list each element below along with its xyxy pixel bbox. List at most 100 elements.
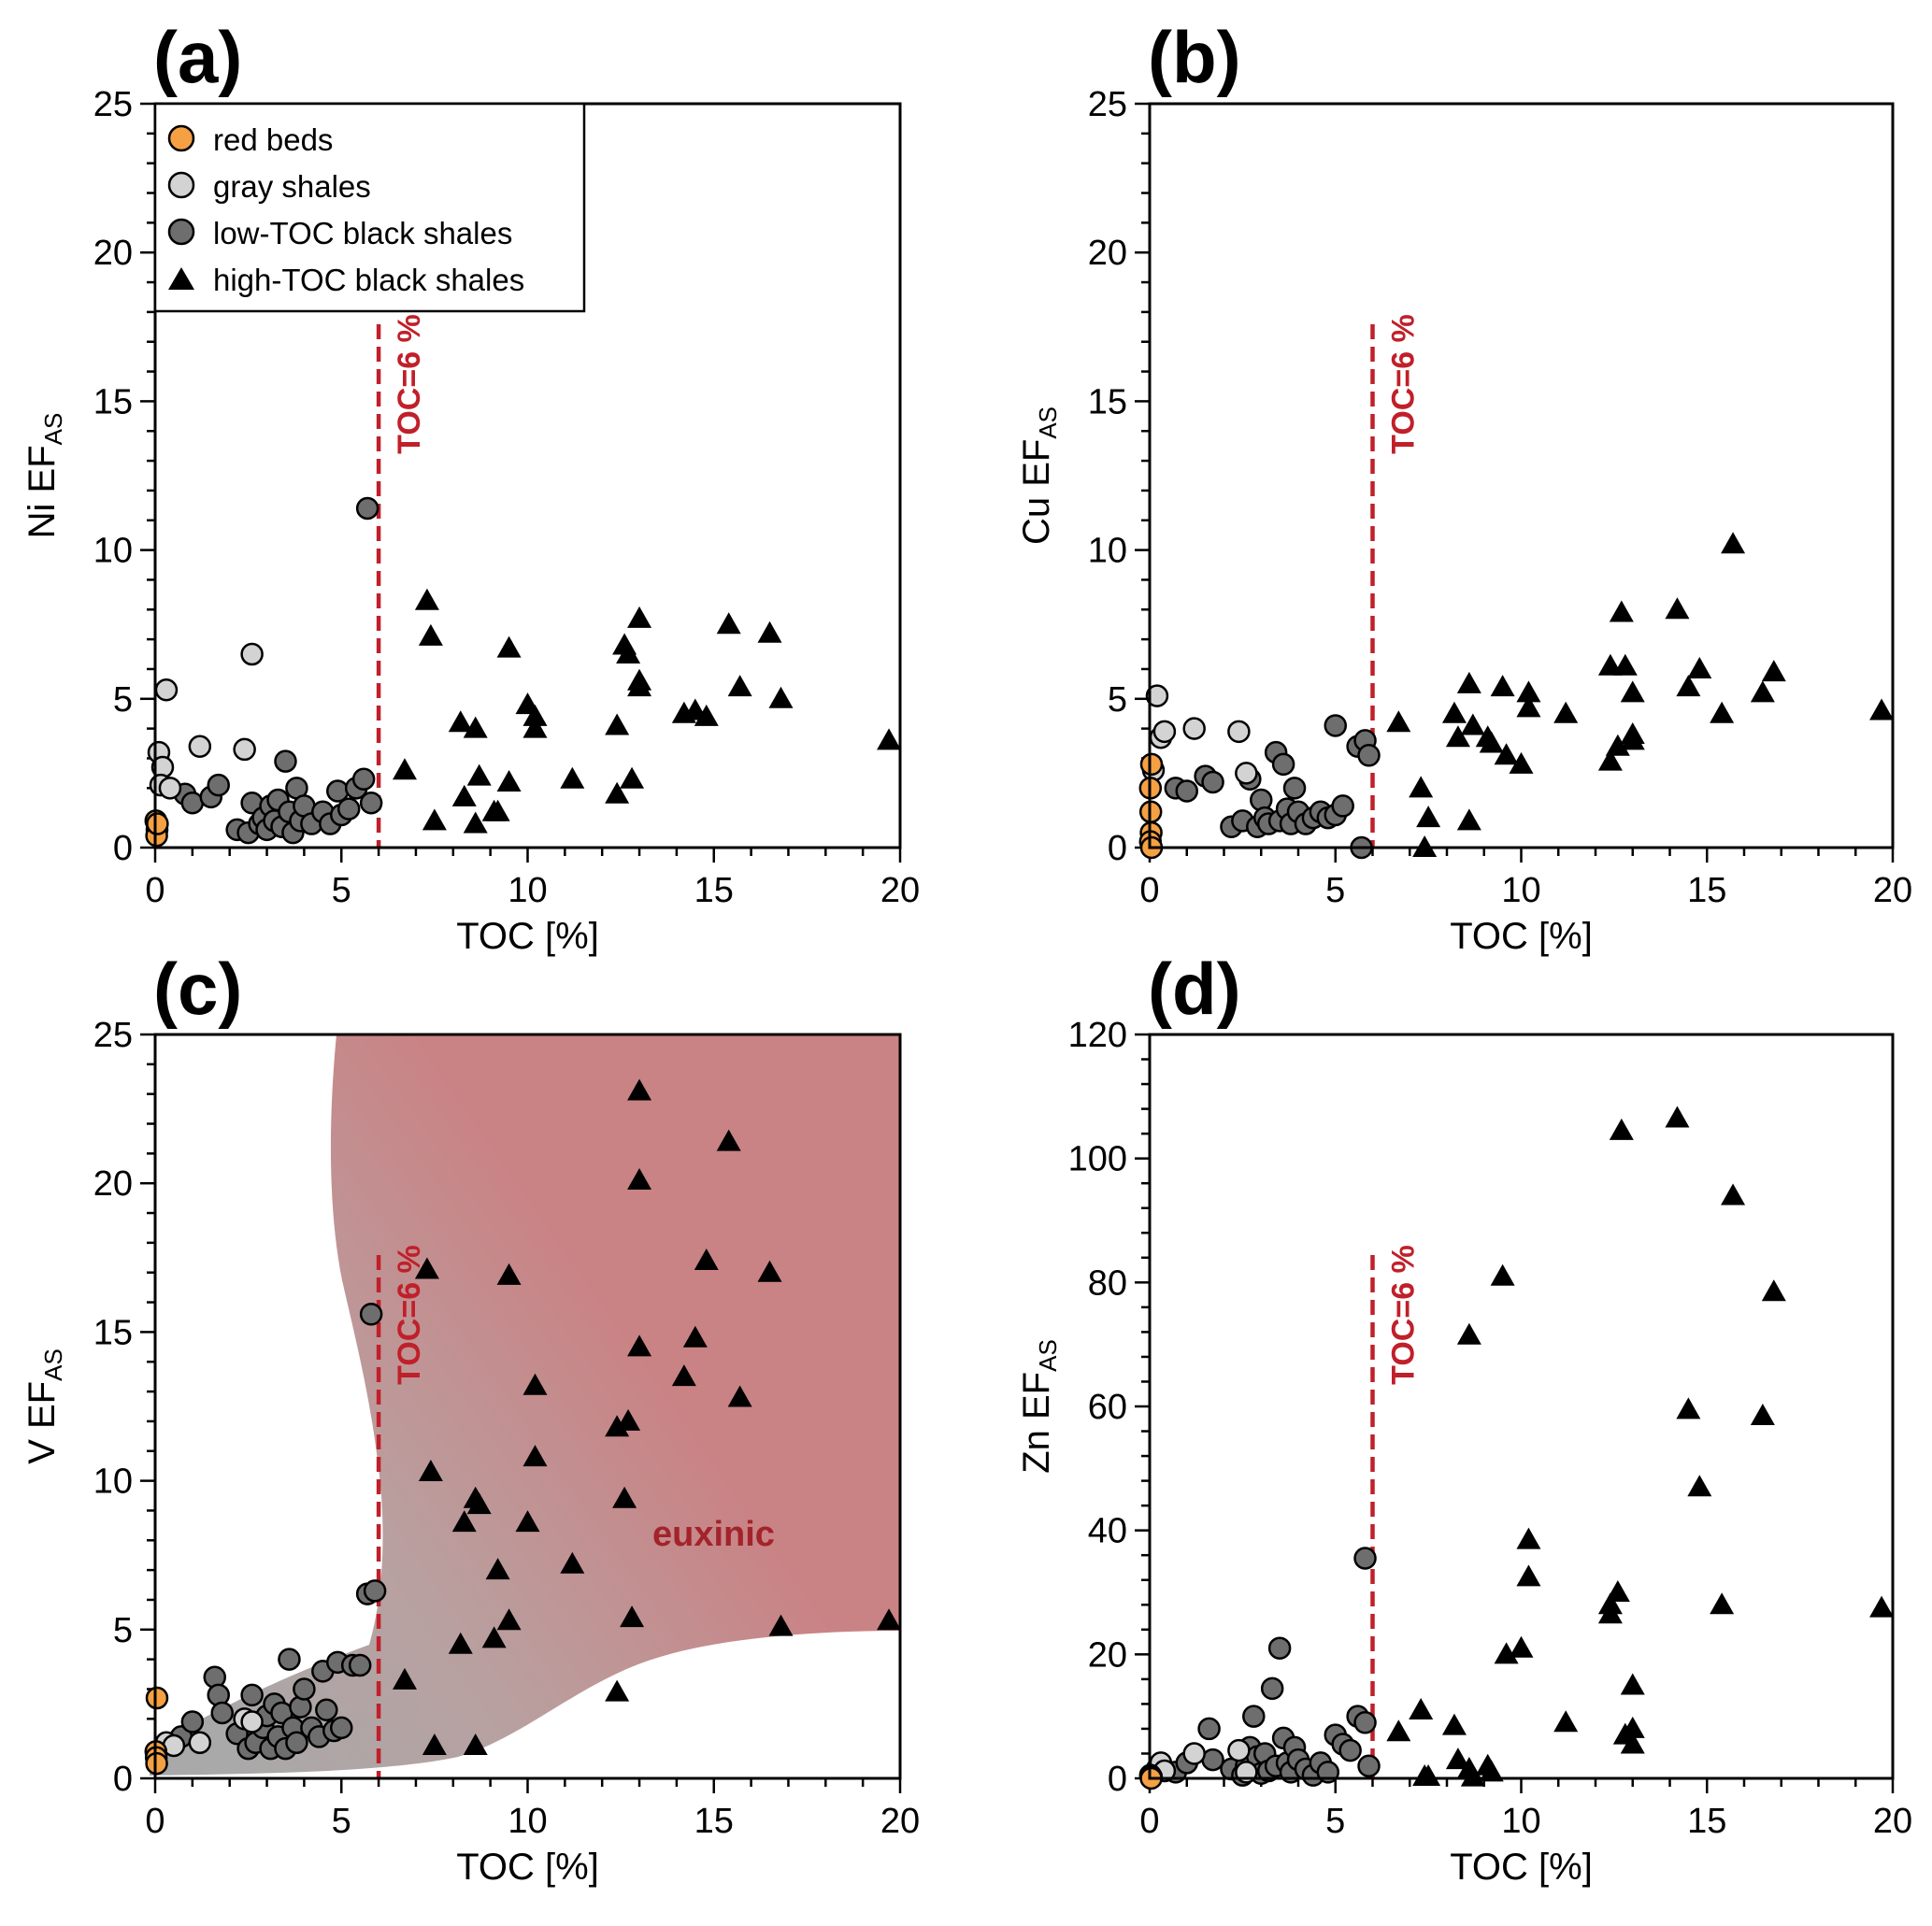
high-toc-point	[627, 1078, 652, 1101]
high-toc-point	[522, 704, 548, 726]
panel-c-plot-frame	[153, 1033, 902, 1780]
high-toc-point	[1445, 1748, 1470, 1770]
panel-c-x-axis-label: TOC [%]	[456, 1847, 599, 1888]
high-toc-point	[418, 623, 443, 646]
high-toc-point	[466, 1492, 492, 1515]
gray-shale-point	[154, 678, 179, 702]
high-toc-point	[694, 704, 719, 726]
panel-c-x-tick-label: 15	[694, 1802, 734, 1841]
low-toc-point	[207, 773, 230, 797]
legend-low-toc-marker	[167, 218, 195, 246]
panel-b-x-axis-label: TOC [%]	[1450, 916, 1593, 957]
panel-a-y-tick-label: 10	[93, 532, 133, 571]
high-toc-point	[727, 675, 752, 697]
high-toc-point	[1687, 1475, 1712, 1497]
high-toc-point	[522, 716, 548, 738]
high-toc-point	[620, 1605, 645, 1628]
low-toc-point	[363, 1579, 387, 1603]
high-toc-point	[1869, 698, 1895, 720]
high-toc-point	[612, 1486, 637, 1508]
high-toc-point	[1605, 1580, 1630, 1602]
panel-label-b: (b)	[1148, 16, 1241, 98]
panel-c-x-tick-label: 10	[508, 1802, 547, 1841]
high-toc-point	[1456, 1322, 1481, 1345]
legend-box	[153, 102, 586, 313]
panel-d-y-axis-label-sub: AS	[1034, 1339, 1062, 1372]
panel-b-tick-labels: 0 5 10 15 20 0 5 10 15 20 25	[1088, 85, 1912, 910]
panel-d-plot-frame	[1148, 1033, 1895, 1780]
low-toc-point	[1282, 777, 1307, 800]
high-toc-point	[1456, 671, 1481, 693]
panel-d: (d) 0 5 10 15 20 0 20 40 60 80 100 120 TOC=6 % TOC …	[1016, 948, 1912, 1888]
low-toc-point	[1267, 1636, 1292, 1660]
panel-c-y-tick-label: 20	[93, 1164, 133, 1204]
high-toc-point	[1750, 680, 1775, 703]
gray-shale-point	[1182, 717, 1206, 740]
low-toc-point	[274, 749, 297, 773]
high-toc-point	[1553, 1710, 1579, 1733]
panel-d-y-tick-label: 40	[1088, 1512, 1127, 1551]
panel-d-x-tick-label: 10	[1501, 1802, 1540, 1841]
high-toc-point	[716, 1129, 741, 1151]
high-toc-point	[1605, 734, 1630, 756]
high-toc-point	[768, 686, 794, 708]
panel-a-y-tick-label: 15	[93, 382, 133, 421]
legend: red beds gray shales low-TOC black shale…	[153, 102, 586, 313]
high-toc-point	[496, 635, 522, 658]
high-toc-point	[627, 1334, 652, 1357]
panel-a-y-tick-label: 5	[113, 680, 133, 720]
panel-a-toc-threshold-label: TOC=6 %	[392, 314, 427, 454]
panel-c-x-tick-label: 5	[332, 1802, 351, 1841]
legend-red-beds-marker	[167, 124, 195, 152]
high-toc-point	[1869, 1595, 1895, 1618]
low-toc-point	[1353, 1547, 1377, 1570]
low-toc-point	[293, 1677, 316, 1701]
high-toc-point	[496, 769, 522, 792]
panel-a-y-tick-label: 25	[93, 85, 133, 124]
high-toc-point	[1479, 1760, 1504, 1782]
gray-shale-point	[1227, 720, 1251, 744]
legend-gray-shales-label: gray shales	[213, 169, 371, 204]
gray-shale-point	[240, 1710, 264, 1733]
euxinic-region	[150, 1034, 900, 1776]
high-toc-point	[605, 781, 630, 804]
panel-c-y-tick-label: 25	[93, 1016, 133, 1055]
panel-d-x-tick-label: 5	[1325, 1802, 1345, 1841]
high-toc-point	[1509, 1635, 1534, 1658]
high-toc-point	[1441, 701, 1467, 723]
legend-high-toc-marker	[168, 267, 194, 290]
panel-a-x-tick-label: 10	[508, 871, 547, 910]
high-toc-point	[463, 811, 488, 834]
high-toc-point	[522, 1373, 548, 1395]
panel-a-tick-labels: 0 5 10 15 20 0 5 10 15 20 25	[93, 85, 920, 910]
high-toc-point	[1460, 1764, 1485, 1787]
panel-b-y-tick-label: 5	[1108, 680, 1127, 720]
panel-b-y-tick-label: 20	[1088, 234, 1127, 273]
high-toc-point	[1761, 660, 1786, 682]
high-toc-point	[1553, 701, 1579, 723]
gray-shale-point	[233, 737, 256, 762]
high-toc-point	[682, 1325, 708, 1348]
low-toc-point	[1271, 752, 1295, 777]
panel-d-x-tick-label: 15	[1687, 1802, 1726, 1841]
high-toc-point	[463, 1733, 488, 1755]
low-toc-point	[1242, 1705, 1266, 1728]
panel-c-y-tick-label: 5	[113, 1611, 133, 1650]
panel-a-x-tick-label: 20	[880, 871, 920, 910]
panel-c: (c) 0 5 10 15 20 0 5 10 15 20 25 TOC=6 % euxinic T…	[21, 948, 920, 1888]
high-toc-point	[451, 1510, 477, 1533]
low-toc-point	[285, 1731, 308, 1755]
high-toc-point	[1620, 1716, 1645, 1738]
panel-b-x-tick-label: 5	[1325, 871, 1345, 910]
panel-d-y-tick-label: 100	[1068, 1140, 1127, 1179]
high-toc-point	[605, 1679, 630, 1702]
low-toc-point	[1353, 1711, 1377, 1734]
high-toc-point	[1612, 653, 1638, 676]
high-toc-point	[418, 1460, 443, 1482]
high-toc-point	[485, 799, 510, 821]
panel-b-y-axis-label-sub: AS	[1034, 407, 1062, 439]
panel-d-tick-labels: 0 5 10 15 20 0 20 40 60 80 100 120	[1068, 1016, 1913, 1841]
high-toc-point	[1490, 675, 1515, 697]
high-toc-point	[1445, 725, 1470, 748]
